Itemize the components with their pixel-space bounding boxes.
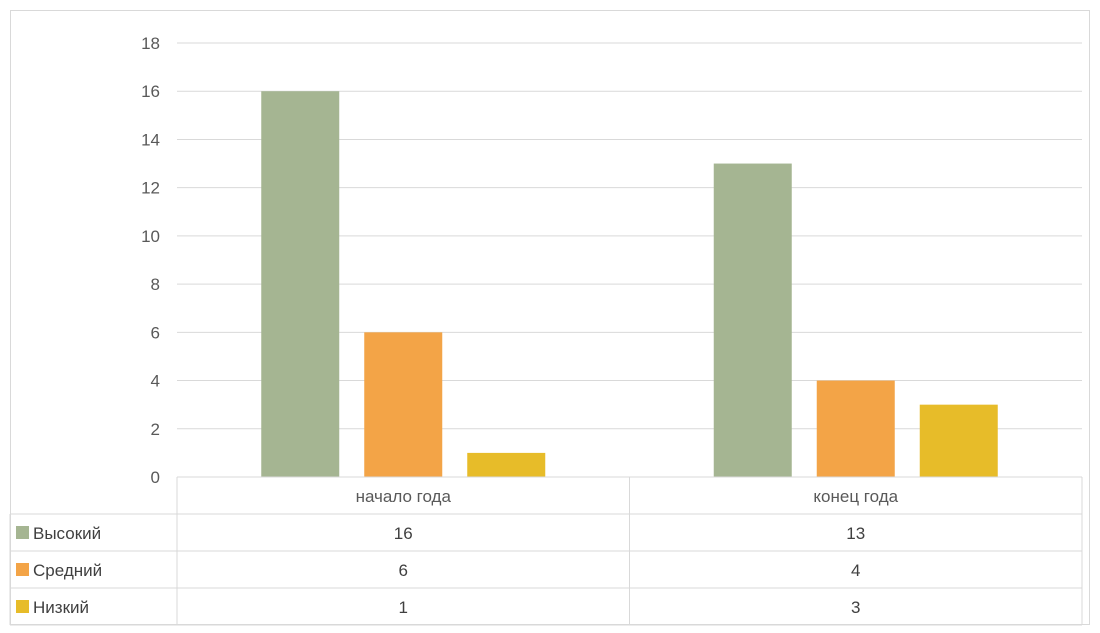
table-cell-value: 3 [851,598,860,617]
y-tick-label: 18 [141,34,160,53]
category-label: конец года [813,487,898,506]
y-tick-label: 4 [151,372,160,391]
bar-1-2 [713,163,792,478]
table-cell-value: 6 [399,561,408,580]
y-tick-label: 2 [151,420,160,439]
category-label: начало года [356,487,452,506]
legend-label: Средний [33,561,102,580]
legend-key [16,563,29,576]
y-tick-label: 8 [151,275,160,294]
y-tick-label: 16 [141,82,160,101]
legend-label: Низкий [33,598,89,617]
y-tick-label: 6 [151,323,160,342]
table-cell-value: 1 [399,598,408,617]
bar-2-2 [816,380,895,477]
legend-key [16,600,29,613]
y-tick-label: 14 [141,130,160,149]
y-tick-label: 0 [151,468,160,487]
bar-3-1 [467,452,546,477]
table-cell-value: 16 [394,524,413,543]
chart-frame [10,10,1090,625]
y-tick-label: 12 [141,179,160,198]
legend-key [16,526,29,539]
legend-label: Высокий [33,524,101,543]
bar-2-1 [364,332,443,477]
bar-3-2 [919,404,998,477]
table-cell-value: 13 [846,524,865,543]
y-tick-label: 10 [141,227,160,246]
table-cell-value: 4 [851,561,860,580]
bar-1-1 [261,91,340,477]
